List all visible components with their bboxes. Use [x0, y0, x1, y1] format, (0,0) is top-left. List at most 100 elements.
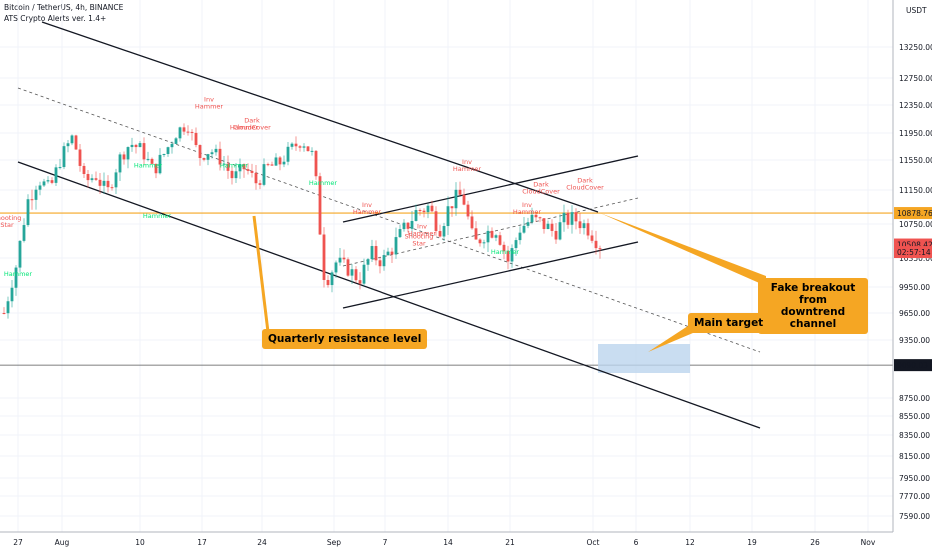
time-axis-bg: [0, 532, 893, 550]
price-tick-label: 12750.00: [899, 74, 932, 83]
pattern-label: Hammer: [220, 162, 249, 170]
candle-body: [394, 237, 398, 255]
candle-body: [78, 149, 82, 166]
candle-body: [370, 246, 374, 260]
pattern-label: Hammer: [408, 229, 437, 237]
candle-body: [30, 199, 34, 201]
candle-body: [206, 154, 210, 160]
rising-channel-lower: [342, 241, 639, 309]
price-tick-label: 7590.00: [899, 512, 930, 521]
candle-body: [578, 221, 582, 229]
candle-body: [374, 246, 378, 261]
channel-upper-line: [41, 21, 599, 213]
price-label-box: [894, 246, 932, 259]
candle-body: [350, 269, 354, 276]
candle-body: [182, 127, 186, 132]
fake-breakout-line-1: Fake breakout from: [770, 282, 856, 306]
price-tick-label: 11550.00: [899, 156, 932, 165]
candle-body: [502, 244, 506, 252]
pattern-label: Hammer: [513, 208, 542, 216]
candle-body: [566, 212, 570, 225]
pattern-label: Inv: [362, 201, 372, 209]
candle-body: [270, 164, 274, 166]
candle-body: [454, 189, 458, 209]
candle-body: [490, 230, 494, 238]
candle-body: [322, 234, 326, 280]
rising-channel-upper: [342, 155, 639, 223]
candle-body: [518, 232, 522, 241]
candle-body: [250, 170, 254, 173]
candle-body: [398, 229, 402, 238]
pattern-label: Dark: [533, 180, 549, 188]
resistance-pointer: [252, 215, 270, 333]
time-tick-label: 19: [747, 538, 757, 547]
candle-body: [166, 147, 170, 155]
candle-body: [10, 287, 14, 302]
candle-body: [554, 230, 558, 240]
candle-body: [342, 257, 346, 260]
candle-body: [278, 157, 282, 165]
candle-body: [154, 163, 158, 174]
candle-body: [526, 222, 530, 226]
candle-body: [574, 212, 578, 222]
candle-body: [326, 279, 330, 286]
pattern-label: Inv: [462, 158, 472, 166]
time-tick-label: 21: [505, 538, 515, 547]
price-tick-label: 11950.00: [899, 129, 932, 138]
candle-body: [282, 161, 286, 165]
pattern-label: Dark: [577, 177, 593, 185]
candle-body: [594, 240, 598, 249]
candle-body: [254, 172, 258, 184]
pattern-label: Hammer: [491, 248, 520, 256]
candle-body: [202, 158, 206, 160]
time-tick-label: Sep: [327, 538, 341, 547]
main-target-note: Main target: [688, 313, 770, 333]
price-tick-label: 8750.00: [899, 394, 930, 403]
candle-body: [142, 143, 146, 160]
candle-body: [258, 183, 262, 185]
main-target-box: [598, 344, 690, 373]
price-tick-label: 9650.00: [899, 309, 930, 318]
pattern-label: Hammer: [195, 103, 224, 111]
candle-body: [386, 251, 390, 256]
chart-title: Bitcoin / TetherUS, 4h, BINANCE: [4, 3, 124, 12]
candle-body: [302, 146, 306, 148]
candle-body: [418, 210, 422, 212]
candle-body: [378, 260, 382, 267]
candle-body: [178, 127, 182, 139]
price-tick-label: 9950.00: [899, 283, 930, 292]
pattern-label: Hammer: [134, 162, 163, 170]
candle-body: [422, 210, 426, 213]
candle-body: [158, 154, 162, 174]
time-tick-label: 26: [810, 538, 820, 547]
candle-body: [542, 218, 546, 230]
price-tick-label: 11150.00: [899, 186, 932, 195]
candle-body: [238, 164, 242, 172]
candle-body: [430, 205, 434, 212]
price-axis-bg: [893, 0, 932, 550]
time-tick-label: 12: [685, 538, 695, 547]
candle-body: [306, 146, 310, 152]
candle-body: [70, 135, 74, 144]
candle-body: [146, 158, 150, 160]
candle-body: [346, 259, 350, 276]
price-label-text: 9090.03: [897, 361, 928, 370]
candle-body: [38, 185, 42, 190]
candle-body: [126, 147, 130, 160]
candle-body: [294, 143, 298, 147]
price-tick-label: 10750.00: [899, 220, 932, 229]
price-tick-label: 7770.00: [899, 492, 930, 501]
candle-body: [18, 240, 22, 268]
candle-body: [130, 144, 134, 148]
price-tick-label: 7950.00: [899, 474, 930, 483]
price-label-box: [894, 207, 932, 220]
price-tick-label: 8550.00: [899, 412, 930, 421]
pattern-label: Hammer: [453, 165, 482, 173]
price-tick-label: 10350.00: [899, 254, 932, 263]
candle-body: [462, 194, 466, 205]
candle-body: [22, 225, 26, 241]
candle-body: [34, 189, 38, 200]
candle-body: [62, 146, 66, 168]
time-tick-label: 6: [634, 538, 639, 547]
